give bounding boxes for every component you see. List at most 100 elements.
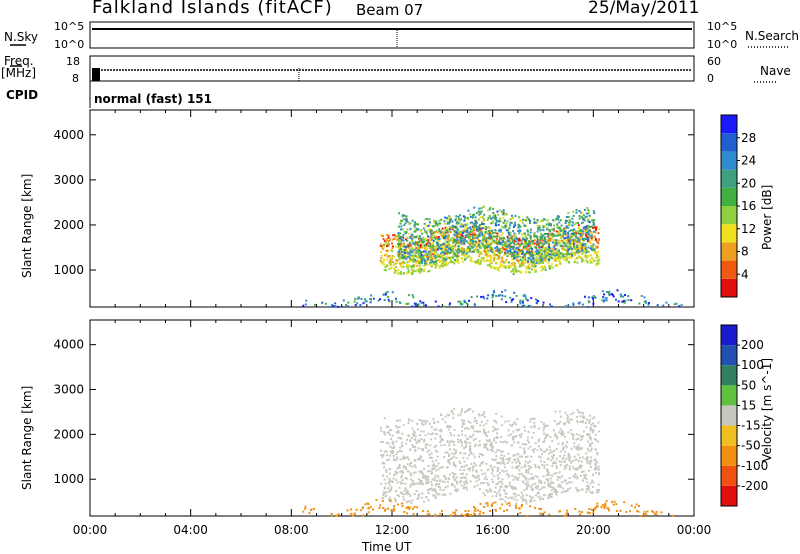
power-echo-cell <box>498 240 501 243</box>
power-echo-cell <box>409 249 412 252</box>
power-echo-cell <box>515 268 518 271</box>
power-echo-cell <box>535 244 538 246</box>
power-echo-cell <box>490 247 493 249</box>
power-echo-cell <box>535 247 538 250</box>
velocity-echo-cell <box>424 474 427 477</box>
power-echo-cell <box>402 239 405 242</box>
power-echo-cell <box>448 256 451 259</box>
velocity-echo-cell <box>577 411 580 414</box>
power-echo-cell <box>556 264 559 267</box>
velocity-echo-cell <box>566 509 568 512</box>
power-echo-cell <box>549 236 551 238</box>
velocity-echo-cell <box>543 464 546 467</box>
power-echo-cell <box>530 260 533 263</box>
velocity-echo-cell <box>547 484 550 487</box>
power-echo-cell <box>459 232 462 234</box>
power-echo-cell <box>588 301 591 304</box>
power-echo-cell <box>561 247 564 250</box>
velocity-echo-cell <box>558 422 560 425</box>
velocity-echo-cell <box>518 462 521 465</box>
velocity-echo-cell <box>406 490 408 493</box>
power-echo-cell <box>558 232 561 235</box>
power-echo-cell <box>592 243 595 246</box>
power-echo-cell <box>426 252 429 255</box>
velocity-echo-cell <box>409 462 412 465</box>
velocity-echo-cell <box>553 472 556 475</box>
power-echo-cell <box>538 246 541 249</box>
velocity-echo-cell <box>585 487 588 490</box>
power-echo-cell <box>506 246 509 248</box>
velocity-echo-cell <box>390 509 393 512</box>
power-echo-cell <box>410 233 413 236</box>
velocity-echo-cell <box>444 476 447 479</box>
velocity-echo-cell <box>568 481 571 484</box>
power-echo-cell <box>564 238 567 241</box>
power-echo-cell <box>497 234 500 237</box>
power-echo-cell <box>421 251 424 254</box>
power-echo-cell <box>476 251 479 254</box>
velocity-echo-cell <box>500 454 503 456</box>
power-echo-cell <box>451 227 454 229</box>
power-echo-cell <box>443 234 446 237</box>
velocity-echo-cell <box>486 468 489 471</box>
velocity-echo-cell <box>496 449 499 452</box>
power-echo-cell <box>393 237 396 240</box>
velocity-echo-cell <box>495 495 498 498</box>
power-echo-cell <box>529 234 532 237</box>
power-echo-cell <box>394 269 397 272</box>
power-echo-cell <box>420 229 423 232</box>
velocity-echo-cell <box>537 440 540 443</box>
power-echo-cell <box>452 251 455 254</box>
velocity-echo-cell <box>529 495 531 498</box>
power-echo-cell <box>494 222 497 225</box>
power-echo-cell <box>510 240 513 243</box>
power-echo-cell <box>528 244 531 247</box>
velocity-echo-cell <box>422 476 425 478</box>
beam-label: Beam 07 <box>356 1 424 19</box>
power-echo-cell <box>393 267 396 270</box>
power-echo-cell <box>579 243 582 246</box>
velocity-echo-cell <box>436 479 439 482</box>
velocity-echo-cell <box>506 509 508 512</box>
power-echo-cell <box>382 262 384 265</box>
velocity-echo-cell <box>498 449 501 452</box>
power-echo-cell <box>431 257 434 260</box>
velocity-echo-cell <box>416 428 419 431</box>
velocity-echo-cell <box>563 464 566 467</box>
velocity-echo-cell <box>444 451 447 454</box>
power-echo-cell <box>521 242 524 245</box>
power-echo-cell <box>448 221 451 224</box>
power-echo-cell <box>504 289 507 292</box>
velocity-echo-cell <box>463 440 466 443</box>
power-echo-cell <box>548 243 551 245</box>
velocity-echo-cell <box>507 475 510 478</box>
power-echo-cell <box>477 244 480 247</box>
power-echo-cell <box>522 248 525 251</box>
power-echo-cell <box>505 266 508 269</box>
power-echo-cell <box>455 225 458 228</box>
velocity-echo-cell <box>502 470 505 473</box>
power-echo-cell <box>519 302 522 305</box>
power-echo-cell <box>595 238 597 241</box>
velocity-echo-cell <box>512 488 515 491</box>
power-echo-cell <box>431 264 434 267</box>
velocity-echo-cell <box>449 492 452 495</box>
velocity-echo-cell <box>396 481 399 484</box>
velocity-echo-cell <box>459 479 462 482</box>
power-echo-cell <box>396 262 399 265</box>
power-echo-cell <box>495 240 498 242</box>
velocity-echo-cell <box>537 445 540 448</box>
power-echo-cell <box>581 252 584 255</box>
velocity-echo-cell <box>540 453 543 456</box>
power-echo-cell <box>414 252 417 255</box>
velocity-echo-cell <box>433 488 436 491</box>
power-echo-cell <box>552 258 555 261</box>
power-echo-cell <box>512 252 515 255</box>
velocity-echo-cell <box>533 499 536 502</box>
power-echo-cell <box>469 228 472 231</box>
power-echo-cell <box>445 229 448 232</box>
velocity-echo-cell <box>619 509 622 512</box>
velocity-echo-cell <box>400 492 403 495</box>
power-echo-cell <box>398 248 401 251</box>
